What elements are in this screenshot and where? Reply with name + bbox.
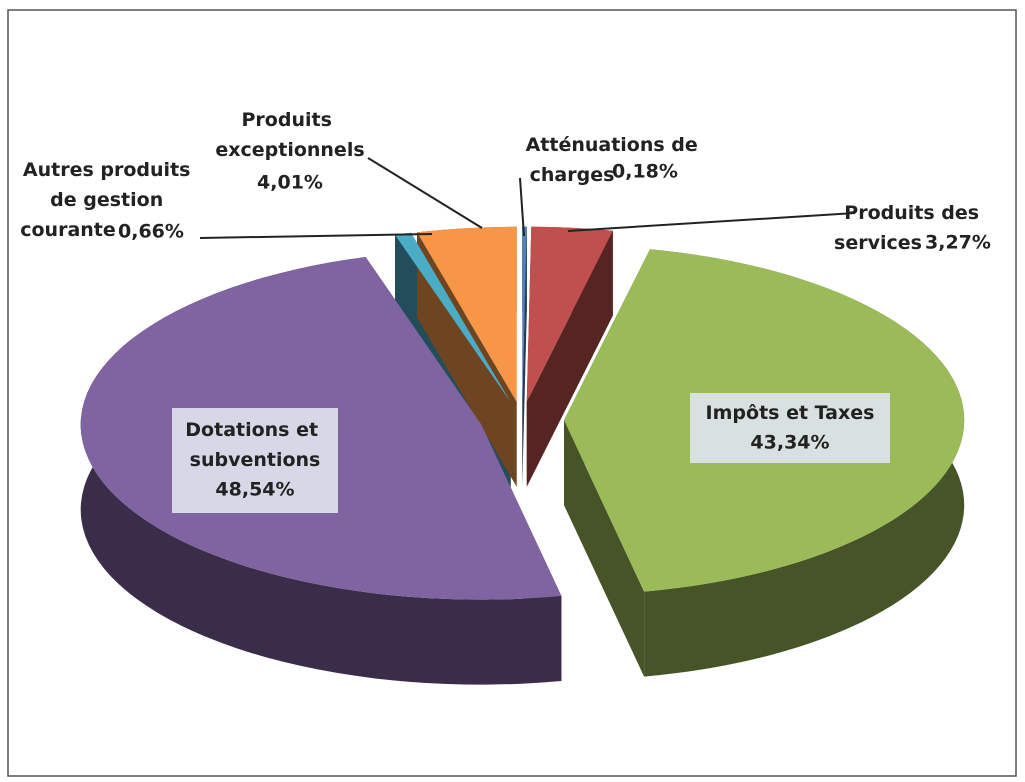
label-line: Produits [242,109,339,131]
label-line: courante [20,219,116,241]
slice-label: Impôts et Taxes [706,402,875,424]
label-box [690,393,890,463]
value-label: 48,54% [215,479,294,501]
label-line: exceptionnels [215,139,364,161]
slice-label: Produits des services [834,202,986,254]
value-label: 0,66% [118,221,184,243]
slice-label: Autres produits de gestion courante [20,159,197,241]
slice [395,232,511,403]
leader-line [519,177,525,237]
value-label: 0,18% [612,161,678,183]
slice [522,226,527,402]
label-line: Dotations et [185,419,324,441]
slice-side [395,232,411,320]
label-line: de gestion [50,189,170,211]
slice [417,226,517,402]
slice-label: Dotations et subventions [185,419,324,471]
leader-line [567,212,856,232]
slice [526,226,613,402]
value-label: 4,01% [257,172,323,194]
leader-line [367,157,483,229]
label-line: Autres produits [23,159,197,181]
label-box [172,408,338,513]
label-line: Produits des [844,202,985,224]
leader-line [199,233,433,239]
label-line: subventions [190,449,321,471]
slice-label: Produits exceptionnels [215,109,364,161]
label-line: Atténuations de [526,134,705,156]
label-line: charges [530,164,615,186]
label-line: Impôts et Taxes [706,402,875,424]
value-label: 43,34% [750,432,829,454]
slice-label: Atténuations de charges [526,134,705,186]
label-line: services [834,232,922,254]
frame [7,9,1017,777]
value-label: 3,27% [925,232,991,254]
slice-side [563,420,645,677]
